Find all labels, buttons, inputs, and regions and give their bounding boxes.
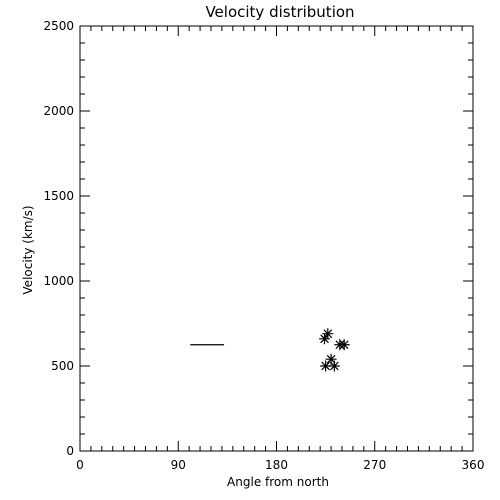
asterisk-marker-stroke (339, 340, 349, 349)
x-tick-label: 180 (265, 458, 288, 472)
asterisk-marker-stroke (323, 329, 333, 338)
x-tick-label: 360 (462, 458, 485, 472)
asterisk-marker-stroke (320, 334, 329, 343)
plot-frame (79, 25, 474, 452)
y-tick-label: 0 (66, 444, 74, 458)
x-tick-label: 270 (363, 458, 386, 472)
y-tick-label: 1500 (43, 189, 74, 203)
data-point (338, 339, 350, 351)
chart-title: Velocity distribution (205, 3, 354, 21)
x-tick-label: 90 (171, 458, 186, 472)
data-point (318, 333, 331, 345)
points-group (318, 328, 350, 372)
asterisk-marker-stroke (330, 361, 339, 371)
data-point (322, 328, 334, 340)
x-tick-label: 0 (76, 458, 84, 472)
y-axis-group: 0 500 1000 1500 2000 2500 (43, 19, 473, 458)
data-point (328, 360, 340, 372)
y-tick-label: 2000 (43, 104, 74, 118)
x-axis-label: Angle from north (227, 475, 329, 489)
y-axis-label: Velocity (km/s) (21, 205, 35, 294)
asterisk-marker-stroke (321, 361, 330, 371)
plot-frame-group (79, 25, 474, 452)
y-tick-label: 1000 (43, 274, 74, 288)
asterisk-marker-stroke (326, 355, 336, 364)
y-tick-label: 2500 (43, 19, 74, 33)
y-tick-label: 500 (51, 359, 74, 373)
x-axis-group: 0 90 180 270 360 (76, 26, 484, 472)
